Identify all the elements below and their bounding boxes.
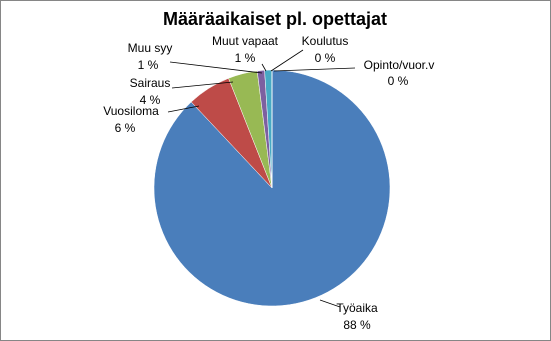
chart-title: Määräaikaiset pl. opettajat: [163, 9, 387, 29]
slice-label: Työaika: [336, 301, 378, 315]
leader-line: [167, 105, 200, 113]
slice-value: 0 %: [388, 74, 409, 88]
leader-line: [270, 49, 304, 72]
leader-line: [171, 81, 234, 89]
leader-line: [261, 63, 267, 72]
pie-slice: [153, 69, 391, 307]
leader-line: [319, 299, 341, 308]
slice-value: 0 %: [315, 51, 336, 65]
leader-line: [273, 67, 356, 72]
slice-value: 88 %: [343, 318, 371, 332]
slice-label: Muut vapaat: [212, 34, 279, 48]
slice-value: 6 %: [115, 121, 136, 135]
slice-label: Opinto/vuor.v: [364, 58, 435, 72]
slice-value: 4 %: [140, 93, 161, 107]
slice-value: 1 %: [138, 58, 159, 72]
slice-label: Koulutus: [302, 34, 349, 48]
leader-line: [169, 61, 263, 74]
slice-label: Muu syy: [128, 41, 173, 55]
slice-value: 1 %: [235, 51, 256, 65]
slice-label: Sairaus: [130, 76, 171, 90]
slice-label: Vuosiloma: [103, 104, 159, 118]
